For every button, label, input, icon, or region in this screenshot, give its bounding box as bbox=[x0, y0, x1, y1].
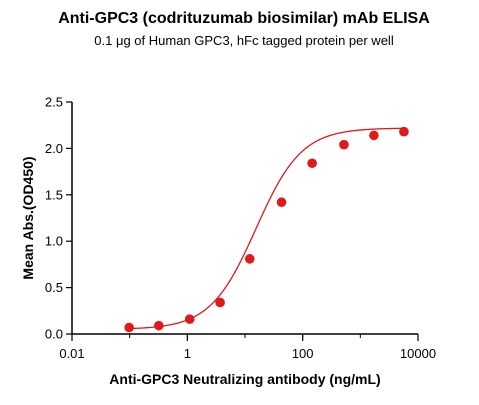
y-axis-label: Mean Abs.(OD450) bbox=[20, 156, 36, 279]
data-point bbox=[276, 197, 287, 208]
x-axis-ticks: 0.01 1 100 10000 bbox=[59, 334, 436, 361]
x-axis-label: Anti-GPC3 Neutralizing antibody (ng/mL) bbox=[109, 371, 380, 387]
data-point bbox=[244, 254, 255, 264]
y-tick-label: 0.5 bbox=[45, 280, 63, 295]
data-point bbox=[215, 297, 225, 308]
axes bbox=[71, 102, 418, 335]
data-point bbox=[307, 158, 317, 169]
x-tick-label: 10000 bbox=[400, 346, 436, 361]
data-point bbox=[339, 139, 349, 150]
y-tick-label: 1.5 bbox=[45, 187, 63, 202]
x-tick-label: 100 bbox=[292, 346, 314, 361]
fitted-curve bbox=[129, 127, 404, 330]
y-tick-label: 1.0 bbox=[45, 234, 63, 249]
y-tick-label: 2.5 bbox=[45, 95, 63, 110]
data-point bbox=[369, 130, 379, 141]
data-point bbox=[184, 314, 195, 324]
x-tick-label: 1 bbox=[184, 346, 191, 361]
y-tick-label: 2.0 bbox=[45, 141, 63, 156]
y-tick-label: 0.0 bbox=[45, 327, 63, 342]
data-point bbox=[153, 320, 164, 331]
x-tick-label: 0.01 bbox=[59, 346, 84, 361]
data-points bbox=[124, 126, 409, 333]
data-point bbox=[399, 126, 409, 137]
data-point bbox=[124, 322, 134, 333]
chart-subtitle: 0.1 μg of Human GPC3, hFc tagged protein… bbox=[94, 33, 394, 48]
y-axis-ticks: 0.0 0.5 1.0 1.5 2.0 2.5 bbox=[45, 95, 72, 342]
chart-title: Anti-GPC3 (codrituzumab biosimilar) mAb … bbox=[58, 10, 430, 27]
